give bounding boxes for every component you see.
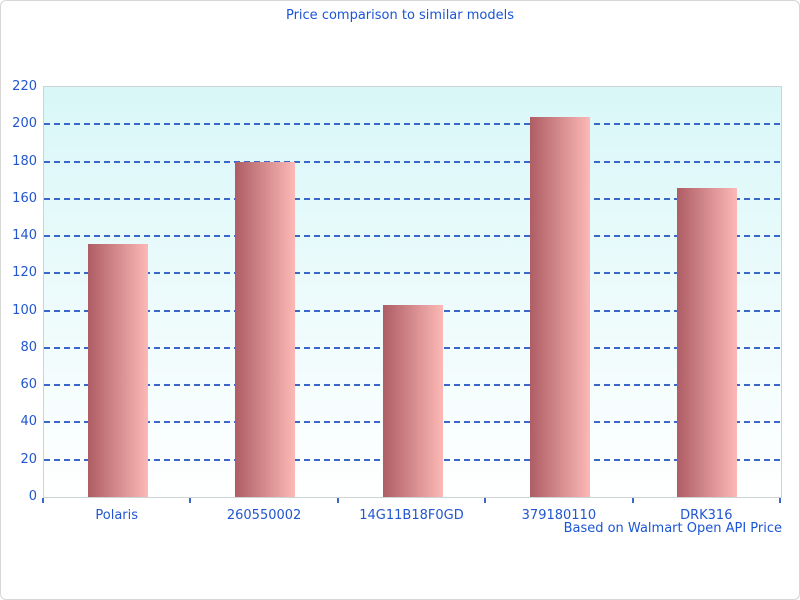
y-tick-label-120: 120 [12, 265, 37, 281]
y-tick-label-160: 160 [12, 190, 37, 206]
gridline-200 [44, 123, 781, 126]
y-axis: 0 20 40 60 80 100 120 140 160 180 200 220 [1, 79, 37, 504]
x-tick-label-drk316: DRK316 [680, 508, 733, 523]
bar-260550002 [235, 161, 296, 497]
chart-title: Price comparison to similar models [285, 8, 515, 23]
x-axis-boundary-tick [779, 498, 781, 503]
y-tick-label-40: 40 [20, 414, 37, 430]
y-tick-label-200: 200 [12, 116, 37, 132]
y-tick-label-0: 0 [28, 489, 37, 504]
bar-379180110 [529, 116, 590, 497]
gridline-160 [44, 197, 781, 200]
y-tick-label-220: 220 [12, 79, 37, 94]
bar-polaris [87, 243, 148, 497]
x-axis-boundary-tick [42, 498, 44, 503]
bar-14g11b18f0gd [382, 305, 443, 497]
x-tick-label-polaris: Polaris [95, 508, 139, 523]
x-tick-label-379180110: 379180110 [521, 508, 597, 523]
x-tick-label-14g11b18f0gd: 14G11B18F0GD [359, 508, 464, 523]
y-tick-label-80: 80 [20, 339, 37, 355]
x-axis: Polaris 260550002 14G11B18F0GD 379180110 DRK… [42, 498, 782, 538]
chart-footnote: Based on Walmart Open API Price [563, 521, 782, 536]
x-axis-boundary-tick [484, 498, 487, 503]
y-tick-label-20: 20 [20, 451, 37, 467]
gridline-120 [44, 272, 781, 275]
plot-area [43, 86, 782, 498]
y-tick-label-60: 60 [20, 377, 37, 393]
y-tick-label-100: 100 [12, 302, 37, 318]
gridline-140 [44, 235, 781, 238]
x-axis-boundary-tick [631, 498, 634, 503]
x-tick-label-260550002: 260550002 [226, 508, 302, 523]
x-axis-boundary-tick [189, 498, 192, 503]
y-tick-label-180: 180 [12, 153, 37, 169]
bar-drk316 [677, 187, 738, 497]
gridline-180 [44, 160, 781, 163]
x-axis-boundary-tick [336, 498, 339, 503]
y-tick-label-140: 140 [12, 228, 37, 244]
